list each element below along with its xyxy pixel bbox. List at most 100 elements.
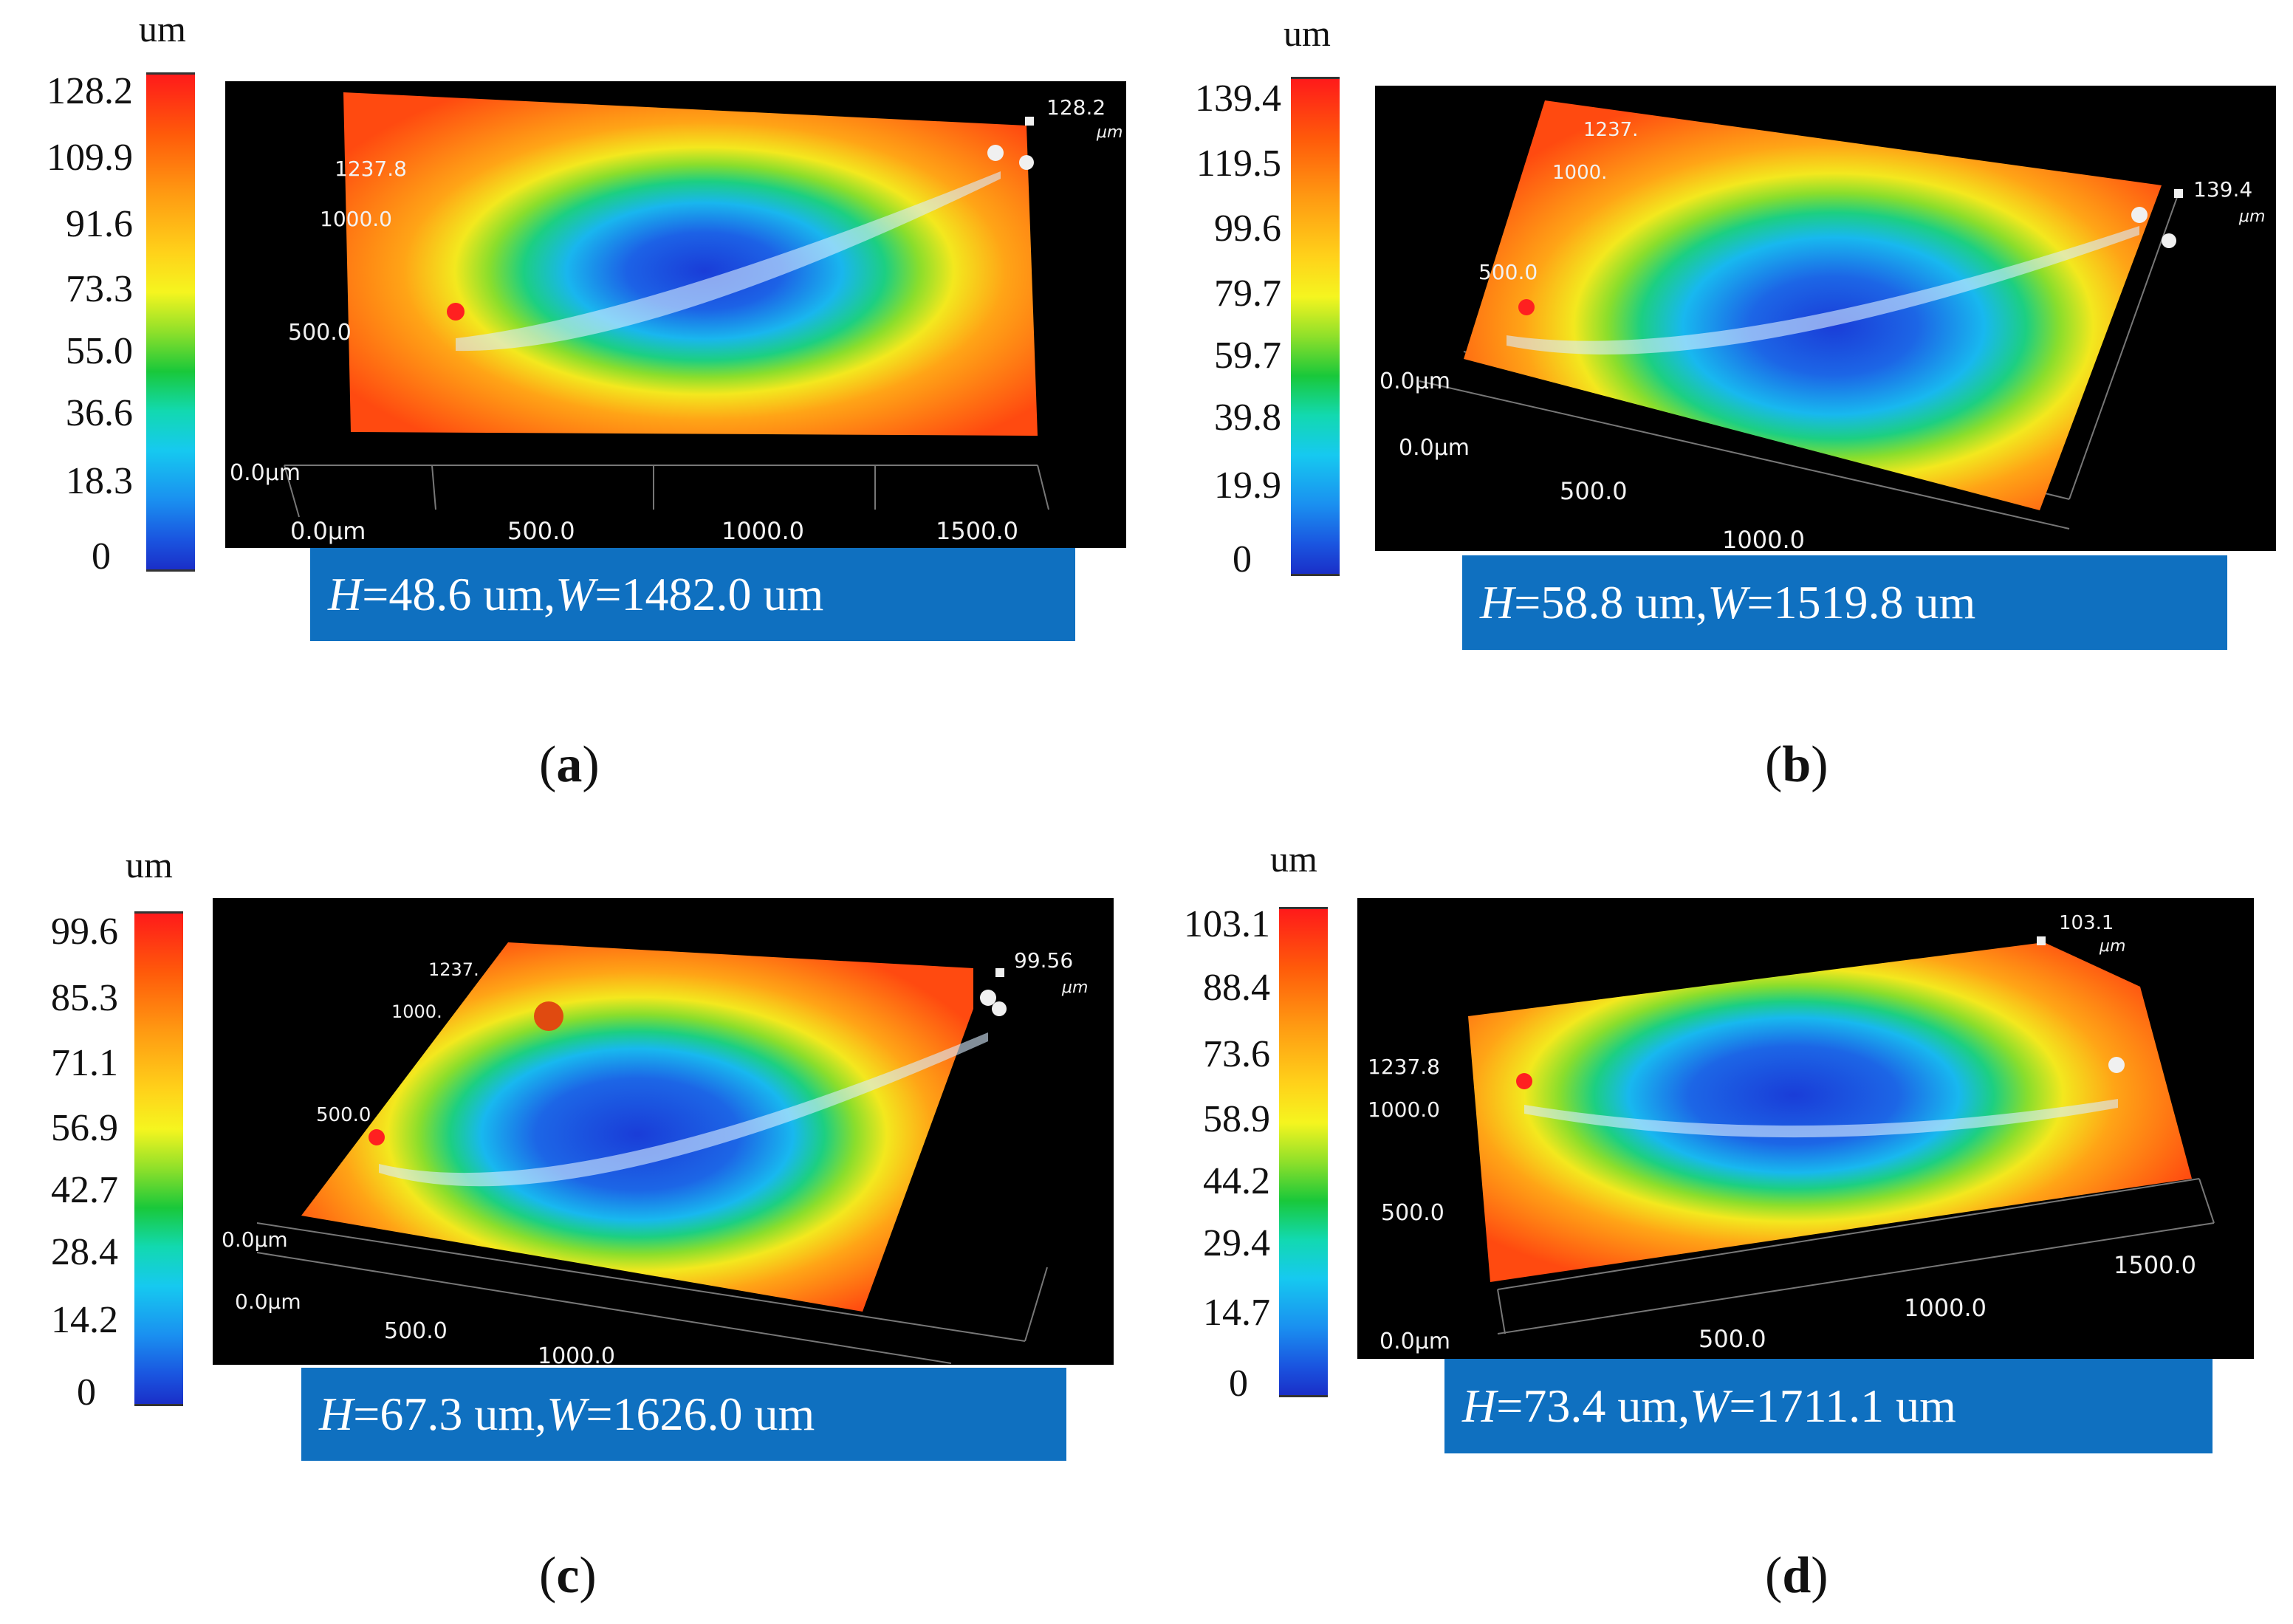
colorbar: [1291, 77, 1340, 576]
svg-text:μm: μm: [2238, 208, 2265, 226]
caption: H =73.4 um, W =1711.1 um: [1444, 1359, 2213, 1453]
colorbar-tick: 88.4: [1203, 967, 1270, 1009]
colorbar-unit: um: [126, 844, 173, 885]
colorbar-tick: 14.7: [1203, 1292, 1270, 1334]
colorbar-tick: 0: [1229, 1363, 1248, 1405]
colorbar-tick: 44.2: [1203, 1160, 1270, 1202]
colorbar-tick: 85.3: [51, 977, 118, 1019]
svg-text:1000.: 1000.: [391, 1001, 442, 1022]
svg-text:μm: μm: [1061, 979, 1088, 997]
subfigure-label: (a): [539, 736, 600, 793]
marker-start: [1518, 299, 1535, 315]
subfigure-label: (d): [1765, 1547, 1828, 1604]
colorbar-tick: 119.5: [1196, 143, 1281, 185]
max-label: 139.4: [2193, 177, 2252, 202]
colorbar-tick: 99.6: [51, 911, 118, 953]
colorbar-tick: 39.8: [1214, 397, 1281, 439]
colorbar-ticks: 139.4 119.5 99.6 79.7 59.7 39.8 19.9 0: [1108, 0, 1281, 591]
colorbar-tick: 55.0: [66, 330, 133, 372]
colorbar-tick: 109.9: [47, 137, 133, 179]
surface: [1468, 942, 2192, 1282]
svg-text:1000.0: 1000.0: [722, 517, 804, 545]
surface: [1464, 100, 2162, 510]
colorbar-ticks: 99.6 85.3 71.1 56.9 42.7 28.4 14.2 0: [0, 835, 118, 1425]
profile-line: [1524, 1099, 2118, 1138]
marker-start: [369, 1129, 385, 1145]
svg-text:500.0: 500.0: [1699, 1325, 1766, 1353]
colorbar: [1279, 907, 1328, 1397]
svg-text:500.0: 500.0: [384, 1318, 448, 1344]
subfigure-label: (b): [1765, 736, 1828, 793]
colorbar-ticks: 128.2 109.9 91.6 73.3 55.0 36.6 18.3 0: [0, 0, 133, 591]
marker-end: [2131, 207, 2148, 223]
svg-text:1000.: 1000.: [1552, 162, 1607, 184]
svg-text:500.0: 500.0: [1381, 1200, 1444, 1226]
svg-text:1000.0: 1000.0: [320, 207, 392, 231]
marker-start: [447, 303, 465, 321]
colorbar-tick: 42.7: [51, 1169, 118, 1211]
surface-svg: 139.4 μm 1237. 1000. 500.0 0.0μm 0.0μm 5…: [1379, 100, 2265, 551]
surface-plot: 139.4 μm 1237. 1000. 500.0 0.0μm 0.0μm 5…: [1375, 86, 2276, 551]
marker-end: [987, 145, 1004, 161]
colorbar: [146, 72, 195, 572]
svg-text:1000.0: 1000.0: [1904, 1294, 1987, 1322]
surface-plot: 99.56 μm 1237. 1000. 500.0 0.0μm 0.0μm 5…: [213, 898, 1114, 1365]
marker-end: [980, 990, 996, 1006]
marker-end: [2108, 1057, 2125, 1073]
colorbar-tick: 91.6: [66, 203, 133, 245]
colorbar-unit: um: [1270, 838, 1317, 880]
colorbar-ticks: 103.1 88.4 73.6 58.9 44.2 29.4 14.7 0: [1108, 835, 1270, 1425]
colorbar-tick: 29.4: [1203, 1222, 1270, 1264]
colorbar-tick: 59.7: [1214, 335, 1281, 377]
svg-text:0.0μm: 0.0μm: [1379, 1329, 1450, 1354]
svg-text:1237.: 1237.: [1583, 119, 1638, 141]
colorbar-tick: 56.9: [51, 1107, 118, 1149]
svg-text:0.0μm: 0.0μm: [235, 1289, 301, 1314]
max-label: 128.2: [1046, 95, 1106, 120]
svg-text:500.0: 500.0: [288, 320, 352, 346]
surface-svg: 128.2 μm 1237.8 1000.0 500.0 0.0μm 0.0μm…: [230, 92, 1122, 545]
surface-plot: 103.1 μm 1237.8 1000.0 500.0 0.0μm 500.0…: [1357, 898, 2254, 1359]
surface-svg: 99.56 μm 1237. 1000. 500.0 0.0μm 0.0μm 5…: [222, 942, 1088, 1365]
colorbar-tick: 0: [1233, 538, 1252, 580]
svg-text:500.0: 500.0: [316, 1104, 371, 1126]
svg-text:0.0μm: 0.0μm: [1399, 435, 1470, 461]
max-label: 99.56: [1014, 948, 1073, 973]
svg-text:1237.8: 1237.8: [335, 157, 407, 181]
colorbar-tick: 36.6: [66, 392, 133, 434]
caption: H =67.3 um, W =1626.0 um: [301, 1368, 1066, 1461]
surface: [343, 92, 1038, 436]
svg-text:1000.0: 1000.0: [538, 1343, 615, 1365]
colorbar-tick: 19.9: [1214, 465, 1281, 507]
caption: H =58.8 um, W =1519.8 um: [1462, 555, 2227, 650]
profile-line: [1507, 226, 2139, 354]
surface: [301, 942, 973, 1312]
svg-text:1500.0: 1500.0: [936, 517, 1018, 545]
surface-plot: 128.2 μm 1237.8 1000.0 500.0 0.0μm 0.0μm…: [225, 81, 1126, 548]
colorbar-tick: 73.3: [66, 268, 133, 310]
svg-text:0.0μm: 0.0μm: [230, 460, 301, 486]
svg-text:1237.: 1237.: [428, 959, 479, 980]
colorbar-tick: 99.6: [1214, 208, 1281, 250]
svg-text:1237.8: 1237.8: [1368, 1055, 1440, 1079]
svg-text:500.0: 500.0: [1478, 260, 1538, 284]
colorbar: [134, 911, 183, 1406]
subfigure-label: (c): [539, 1547, 597, 1604]
colorbar-tick: 0: [92, 535, 111, 578]
marker-start: [1516, 1073, 1532, 1089]
max-label: 103.1: [2059, 912, 2114, 934]
colorbar-tick: 79.7: [1214, 273, 1281, 315]
colorbar-tick: 73.6: [1203, 1033, 1270, 1075]
axis-grid: [256, 1222, 1048, 1364]
axis-grid: [284, 465, 1049, 518]
colorbar-tick: 28.4: [51, 1231, 118, 1273]
svg-text:500.0: 500.0: [507, 517, 575, 545]
caption: H =48.6 um, W =1482.0 um: [310, 548, 1075, 641]
colorbar-tick: 18.3: [66, 460, 133, 502]
axis-grid: [1497, 1178, 2215, 1335]
colorbar-tick: 128.2: [47, 70, 133, 112]
svg-text:μm: μm: [1096, 123, 1122, 142]
profile-line: [456, 171, 1001, 352]
svg-text:0.0μm: 0.0μm: [1379, 369, 1450, 394]
colorbar-tick: 14.2: [51, 1299, 118, 1341]
